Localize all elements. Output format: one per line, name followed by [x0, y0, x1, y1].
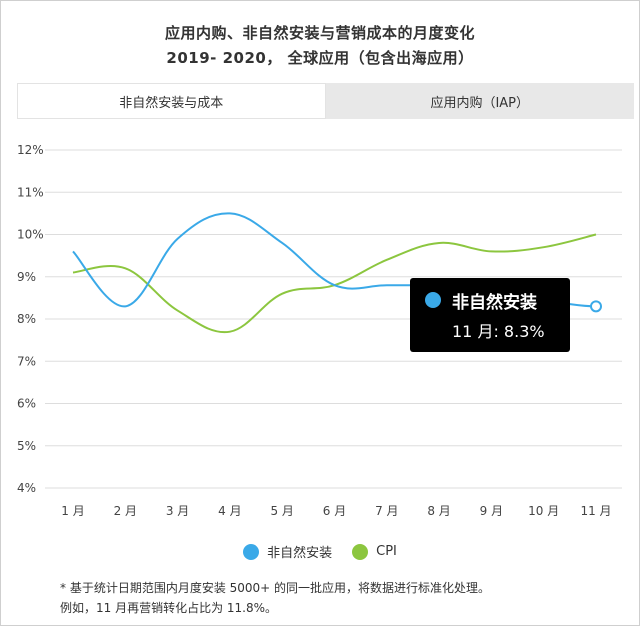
x-tick-label: 3 月 — [166, 504, 189, 518]
x-tick-label: 5 月 — [270, 504, 293, 518]
x-tick-label: 10 月 — [528, 504, 559, 518]
x-tick-label: 6 月 — [323, 504, 346, 518]
tab-iap[interactable]: 应用内购（IAP） — [325, 83, 634, 119]
highlight-marker — [590, 300, 602, 313]
legend: 非自然安装 CPI — [0, 542, 640, 561]
tooltip-value: 11 月: 8.3% — [452, 322, 545, 341]
tooltip-series-dot — [425, 292, 441, 308]
legend-item-cpi[interactable]: CPI — [352, 542, 397, 561]
x-tick-label: 9 月 — [480, 504, 503, 518]
legend-dot-organic — [243, 543, 260, 560]
legend-label-organic: 非自然安装 — [267, 546, 333, 561]
y-tick-label: 4% — [17, 481, 36, 495]
x-tick-label: 4 月 — [218, 504, 241, 518]
footnote-line-1: * 基于统计日期范围内月度安装 5000+ 的同一批应用，将数据进行标准化处理。 — [60, 581, 491, 595]
y-tick-label: 10% — [17, 228, 44, 242]
series-markers — [590, 300, 602, 313]
y-tick-label: 7% — [17, 354, 36, 368]
tab-bar: 非自然安装与成本 应用内购（IAP） — [17, 83, 634, 119]
y-tick-label: 6% — [17, 397, 36, 411]
y-axis-ticks: 4% 5% 6% 7% 8% 9% 10% 11% 12% — [17, 143, 44, 495]
tooltip-series-name: 非自然安装 — [452, 293, 537, 313]
x-tick-label: 2 月 — [114, 504, 137, 518]
footnote-line-2: 例如，11 月再营销转化占比为 11.8%。 — [60, 601, 278, 615]
x-tick-label: 1 月 — [61, 504, 84, 518]
chart-subtitle: 2019- 2020， 全球应用（包含出海应用） — [166, 49, 474, 67]
chart-title: 应用内购、非自然安装与营销成本的月度变化 — [164, 24, 475, 42]
y-tick-label: 11% — [17, 185, 44, 199]
legend-dot-cpi — [352, 543, 369, 560]
x-tick-label: 8 月 — [427, 504, 450, 518]
x-tick-label: 11 月 — [580, 504, 611, 518]
x-tick-label: 7 月 — [375, 504, 398, 518]
series-line-organic — [72, 212, 440, 308]
y-tick-label: 12% — [17, 143, 44, 157]
tooltip: 非自然安装 11 月: 8.3% — [410, 278, 570, 352]
tab-organic-installs-cost[interactable]: 非自然安装与成本 — [17, 83, 326, 119]
y-tick-label: 9% — [17, 270, 36, 284]
legend-item-organic[interactable]: 非自然安装 — [243, 542, 332, 561]
grid-lines — [45, 149, 622, 489]
y-tick-label: 8% — [17, 312, 36, 326]
line-chart: 4% 5% 6% 7% 8% 9% 10% 11% 12% 1 月 2 月 3 月 4 月 5 月 6 月… — [17, 143, 622, 518]
x-axis-ticks: 1 月 2 月 3 月 4 月 5 月 6 月 7 月 8 月 9 月 10 月 11 月 — [61, 504, 611, 518]
y-tick-label: 5% — [17, 439, 36, 453]
legend-label-cpi: CPI — [376, 544, 397, 559]
